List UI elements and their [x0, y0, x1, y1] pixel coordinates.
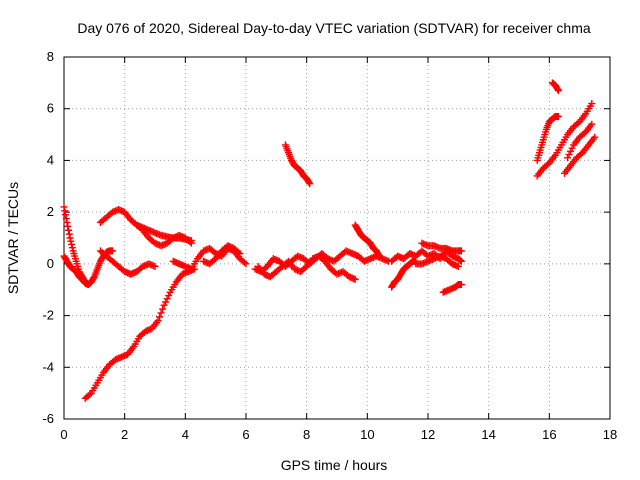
data-point [375, 252, 383, 260]
y-tick-label: 2 [47, 204, 54, 219]
axis-ticks: 0 2 4 6 8 10 12 14 16 18 -6 -4 -2 0 2 4 6 8 [42, 49, 617, 442]
data-point [86, 390, 94, 398]
data-point [554, 112, 562, 120]
data-point [63, 218, 71, 226]
x-tick-label: 16 [542, 427, 556, 442]
data-point [375, 251, 383, 259]
data-point [62, 211, 70, 219]
x-tick-label: 18 [603, 427, 617, 442]
data-point [67, 237, 75, 245]
data-point [457, 247, 465, 255]
data-point [242, 260, 250, 268]
y-tick-label: -4 [42, 359, 54, 374]
data-point [457, 257, 465, 265]
chart-title: Day 076 of 2020, Sidereal Day-to-day VTE… [77, 20, 590, 36]
data-point [68, 244, 76, 252]
y-axis-label: SDTVAR / TECUs [5, 182, 21, 294]
data-point [68, 240, 76, 248]
x-tick-label: 4 [182, 427, 189, 442]
x-tick-label: 10 [360, 427, 374, 442]
y-tick-label: -2 [42, 308, 54, 323]
data-point [454, 262, 462, 270]
data-point [156, 313, 164, 321]
data-point [90, 274, 98, 282]
y-tick-label: 4 [47, 152, 54, 167]
data-point [588, 120, 596, 128]
data-point [305, 178, 313, 186]
data-point [62, 215, 70, 223]
data-point [554, 87, 562, 95]
x-axis-label: GPS time / hours [281, 457, 388, 473]
data-point [159, 305, 167, 313]
data-point [165, 292, 173, 300]
data-point [554, 85, 562, 93]
x-tick-label: 14 [481, 427, 495, 442]
data-point [240, 259, 248, 267]
data-point [157, 309, 165, 317]
data-point [154, 317, 162, 325]
data-point [234, 248, 242, 256]
data-point [306, 180, 314, 188]
data-point [236, 250, 244, 258]
x-tick-label: 8 [303, 427, 310, 442]
x-tick-label: 12 [421, 427, 435, 442]
data-point [565, 151, 573, 159]
data-point [351, 275, 359, 283]
data-point [109, 247, 117, 255]
data-point [61, 207, 69, 215]
data-point [162, 298, 170, 306]
data-point [588, 100, 596, 108]
data-point [60, 203, 68, 211]
plot-frame [63, 56, 611, 420]
data-point [151, 262, 159, 270]
x-tick-label: 2 [121, 427, 128, 442]
data-point [457, 281, 465, 289]
data-point [64, 222, 72, 230]
data-point [66, 234, 74, 242]
y-tick-label: 0 [47, 256, 54, 271]
y-tick-label: -6 [42, 411, 54, 426]
data-point [187, 239, 195, 247]
data-point [564, 154, 572, 162]
data-point [65, 226, 73, 234]
data-point [568, 144, 576, 152]
data-point [577, 150, 585, 158]
data-points [60, 79, 599, 402]
y-tick-label: 6 [47, 101, 54, 116]
x-tick-label: 0 [60, 427, 67, 442]
data-point [186, 238, 194, 246]
data-point [163, 295, 171, 303]
data-point [160, 301, 168, 309]
x-tick-label: 6 [242, 427, 249, 442]
data-point [591, 133, 599, 141]
y-tick-label: 8 [47, 49, 54, 64]
data-point [567, 147, 575, 155]
data-point [65, 230, 73, 238]
